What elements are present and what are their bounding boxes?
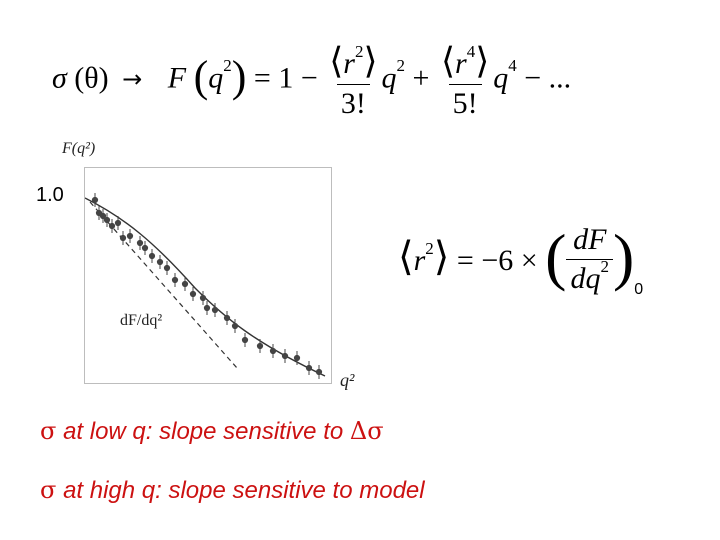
sigma-symbol: σ [40, 476, 57, 504]
sigma-symbol: σ [40, 417, 57, 445]
equals-one-minus: = 1 − [253, 61, 318, 95]
r4-fraction: ⟨r4⟩ 5! [440, 41, 490, 121]
q-symbol: q [381, 61, 397, 95]
derivative-fraction: dF dq2 [566, 223, 613, 296]
form-factor-expansion: σ (θ) → F (q2) = 1 − ⟨r2⟩ 3! q2 + ⟨r4⟩ 5… [52, 40, 571, 121]
exponent: 2 [354, 42, 364, 61]
exponent: 2 [396, 56, 406, 76]
derivative-numerator: dF [573, 222, 607, 256]
plus-sign: + [412, 61, 430, 95]
exponent: 4 [508, 56, 517, 76]
y-axis-label: F(q²) [62, 140, 96, 157]
derivative-denominator: dq [570, 261, 601, 295]
caption-high-q: σ at high q: slope sensitive to model [40, 476, 425, 505]
trailing-terms: − ... [524, 61, 572, 95]
radius-equation: ⟨r2⟩ = −6 × ( dF dq2 )0 [398, 221, 644, 298]
r-symbol: r [455, 47, 467, 80]
exponent: 2 [223, 56, 232, 76]
y-tick-label: 1.0 [36, 184, 64, 206]
sigma-symbol: σ [52, 61, 67, 95]
q-symbol: q [208, 61, 224, 95]
equals-minus-six: = −6 × [456, 244, 538, 277]
factorial-5: 5! [448, 84, 482, 121]
q-symbol: q [493, 61, 509, 95]
theta-argument: (θ) [74, 61, 109, 95]
form-factor-symbol: F [167, 61, 187, 95]
right-paren: ) [231, 52, 247, 102]
arrow-icon: → [122, 65, 143, 94]
x-axis-label: q² [340, 370, 355, 390]
r-symbol: r [413, 244, 426, 277]
factorial-3: 3! [336, 84, 370, 121]
caption-high-q-text: at high q: slope sensitive to model [63, 477, 425, 504]
r-symbol: r [343, 47, 355, 80]
fit-curve [84, 197, 326, 377]
left-paren: ( [193, 52, 209, 102]
exponent: 2 [600, 256, 609, 276]
plot-canvas [73, 193, 326, 379]
evaluation-subscript: 0 [634, 281, 644, 298]
form-factor-plot [73, 167, 332, 384]
caption-low-q-text: at low q: slope sensitive to [63, 418, 344, 445]
data-points [91, 193, 323, 379]
exponent: 2 [425, 239, 434, 258]
delta-sigma-symbol: Δσ [349, 417, 384, 445]
slope-tangent-line [89, 201, 238, 369]
caption-low-q: σ at low q: slope sensitive to Δσ [40, 417, 384, 446]
exponent: 4 [466, 42, 476, 61]
r2-fraction: ⟨r2⟩ 3! [329, 41, 378, 121]
slope-annotation: dF/dq² [120, 312, 163, 329]
